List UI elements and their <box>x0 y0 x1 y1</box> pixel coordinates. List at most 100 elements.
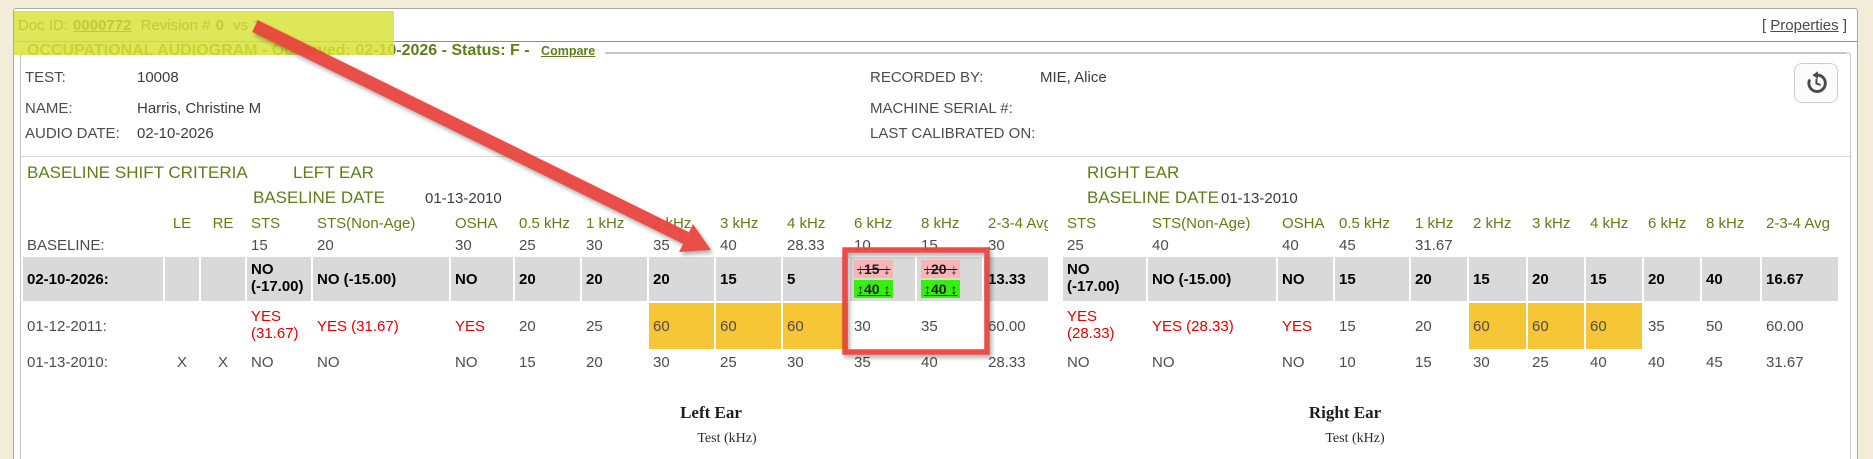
table-cell <box>165 303 201 351</box>
table-cell: NO <box>313 351 451 375</box>
history-button[interactable] <box>1794 63 1838 103</box>
table-cell: 13.33 <box>984 257 1050 303</box>
table-cell: 30 <box>649 351 716 375</box>
table-cell: NO <box>1063 351 1148 375</box>
compare-link[interactable]: Compare <box>541 44 596 58</box>
history-icon <box>1807 71 1827 93</box>
table-cell: NO (-17.00) <box>247 257 313 303</box>
last-calibrated-label: LAST CALIBRATED ON: <box>870 125 1036 142</box>
table-cell: YES <box>451 303 515 351</box>
table-cell: YES <box>1278 303 1335 351</box>
new-threshold-value: ↕40 ↕ <box>854 280 894 298</box>
table-cell: 15 <box>917 235 984 257</box>
audiogram-fieldset: OCCUPATIONAL AUDIOGRAM - Observed: 02-10… <box>20 42 1851 459</box>
section-title-wrap: OCCUPATIONAL AUDIOGRAM - Observed: 02-10… <box>25 42 606 60</box>
left-ear-title: LEFT EAR <box>293 163 374 182</box>
table-cell <box>1762 235 1840 257</box>
column-header: LE <box>165 213 201 235</box>
threshold-shift-cell: ↓20 ↓ ↕40 ↕ <box>921 260 978 298</box>
row-label: 02-10-2026: <box>23 257 165 303</box>
table-cell: 16.67 <box>1762 257 1840 303</box>
column-header: RE <box>201 213 247 235</box>
row-label: 01-13-2010: <box>23 351 165 375</box>
left-chart-title: Left Ear <box>680 403 742 422</box>
right-chart-title: Right Ear <box>1308 403 1382 422</box>
test-value: 10008 <box>137 69 179 86</box>
test-label: TEST: <box>25 69 66 86</box>
table-cell: 35 <box>1644 303 1702 351</box>
table-header-row: LE RE STS STS(Non-Age) OSHA 0.5 kHz 1 kHz 2 kHz… <box>23 213 1840 235</box>
table-cell: 28.33 <box>783 235 850 257</box>
table-cell: 40 <box>1148 235 1278 257</box>
criteria-title: BASELINE SHIFT CRITERIA <box>27 163 248 182</box>
doc-id-link[interactable]: 0000772 <box>73 16 132 34</box>
table-cell <box>165 235 201 257</box>
properties-link[interactable]: Properties <box>1770 16 1839 34</box>
table-cell: 15 <box>1469 257 1528 303</box>
table-cell: 25 <box>716 351 783 375</box>
table-cell: 10 <box>1335 351 1411 375</box>
table-cell: 5 <box>783 257 850 303</box>
table-cell: 60 <box>783 303 850 351</box>
legend-rule <box>605 52 1846 54</box>
table-cell: 60 <box>1586 303 1644 351</box>
table-cell: 30 <box>582 235 649 257</box>
table-cell: YES (31.67) <box>313 303 451 351</box>
table-cell: 50 <box>1702 303 1762 351</box>
table-cell: 20 <box>515 257 582 303</box>
old-threshold-value: ↓15 ↓ <box>854 260 894 278</box>
table-cell: 25 <box>515 235 582 257</box>
table-cell <box>1702 235 1762 257</box>
column-header: 3 kHz <box>1528 213 1586 235</box>
table-cell: ↓15 ↓ ↕40 ↕ <box>850 257 917 303</box>
bracket-open: [ <box>1761 16 1767 34</box>
column-header: 6 kHz <box>1644 213 1702 235</box>
table-cell: 20 <box>1411 257 1469 303</box>
table-cell: 20 <box>649 257 716 303</box>
column-header: STS(Non-Age) <box>1148 213 1278 235</box>
new-threshold-value: ↕40 ↕ <box>921 280 961 298</box>
left-baseline-date-label: BASELINE DATE <box>253 188 385 207</box>
table-cell: 15 <box>1411 351 1469 375</box>
table-cell: 20 <box>1528 257 1586 303</box>
table-row: 01-13-2010: X X NO NO NO 15 20 30 25 30 35 40 28.33 NO… <box>23 351 1840 375</box>
column-header: 0.5 kHz <box>515 213 582 235</box>
audio-date-label: AUDIO DATE: <box>25 125 120 142</box>
table-cell: NO <box>1278 351 1335 375</box>
table-cell: 20 <box>313 235 451 257</box>
table-cell: NO <box>247 351 313 375</box>
audiogram-table: LE RE STS STS(Non-Age) OSHA 0.5 kHz 1 kHz 2 kHz… <box>23 213 1840 375</box>
doc-bar: Doc ID: 0000772 Revision #0 vs 1 [ Propert… <box>14 9 1857 42</box>
table-cell: 60 <box>716 303 783 351</box>
cell-line: YES <box>1067 308 1098 326</box>
table-row: BASELINE: 15 20 30 25 30 35 40 28.33 10 15 30 25 40 40… <box>23 235 1840 257</box>
properties-area: [ Properties ] <box>1762 17 1847 34</box>
column-header: 1 kHz <box>1411 213 1469 235</box>
table-cell: 40 <box>1278 235 1335 257</box>
column-header <box>1050 213 1063 235</box>
table-cell: 31.67 <box>1411 235 1469 257</box>
column-header: STS <box>247 213 313 235</box>
table-cell: 20 <box>515 303 582 351</box>
table-cell: 15 <box>716 257 783 303</box>
table-cell <box>1050 235 1063 257</box>
recorded-by-label: RECORDED BY: <box>870 69 984 86</box>
revision-to: 1 <box>253 16 262 34</box>
column-header: 8 kHz <box>917 213 984 235</box>
row-label: BASELINE: <box>23 235 165 257</box>
table-cell: 31.67 <box>1762 351 1840 375</box>
table-row: 01-12-2011: YES (31.67) YES (31.67) YES 20 25 6… <box>23 303 1840 351</box>
table-cell: 30 <box>984 235 1050 257</box>
table-cell: ↓20 ↓ ↕40 ↕ <box>917 257 984 303</box>
left-chart-axis-label: Test (kHz) <box>697 431 757 446</box>
column-header <box>23 213 165 235</box>
table-cell <box>1528 235 1586 257</box>
audio-date-value: 02-10-2026 <box>137 125 214 142</box>
right-baseline-date-label: BASELINE DATE <box>1087 188 1219 207</box>
table-cell: 40 <box>1702 257 1762 303</box>
column-header: 2-3-4 Avg <box>984 213 1050 235</box>
table-cell: 20 <box>1644 257 1702 303</box>
table-cell: 25 <box>582 303 649 351</box>
table-cell: 15 <box>1586 257 1644 303</box>
